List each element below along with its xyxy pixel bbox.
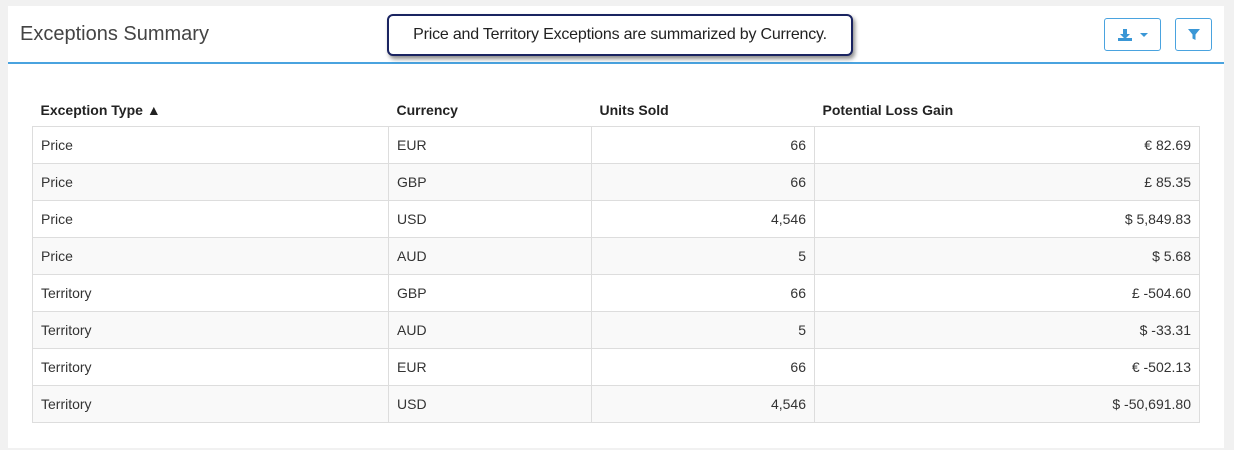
cell-units-sold: 5 bbox=[591, 237, 815, 275]
table-header-row: Exception Type ▲ Currency Units Sold Pot… bbox=[32, 93, 1200, 127]
cell-currency: USD bbox=[388, 385, 592, 423]
cell-potential-loss-gain: $ 5.68 bbox=[814, 237, 1200, 275]
table-row[interactable]: Price EUR 66 € 82.69 bbox=[32, 126, 1200, 164]
exceptions-table: Exception Type ▲ Currency Units Sold Pot… bbox=[32, 93, 1200, 423]
cell-units-sold: 4,546 bbox=[591, 385, 815, 423]
cell-potential-loss-gain: £ 85.35 bbox=[814, 163, 1200, 201]
column-header-units-sold[interactable]: Units Sold bbox=[591, 93, 815, 127]
cell-units-sold: 66 bbox=[591, 348, 815, 386]
table-row[interactable]: Territory USD 4,546 $ -50,691.80 bbox=[32, 385, 1200, 423]
callout-tooltip: Price and Territory Exceptions are summa… bbox=[387, 14, 853, 56]
cell-currency: GBP bbox=[388, 274, 592, 312]
table-row[interactable]: Territory GBP 66 £ -504.60 bbox=[32, 274, 1200, 312]
table-row[interactable]: Territory AUD 5 $ -33.31 bbox=[32, 311, 1200, 349]
panel-header: Exceptions Summary Price and Territory E… bbox=[8, 6, 1224, 64]
download-icon bbox=[1117, 28, 1132, 41]
column-header-currency[interactable]: Currency bbox=[388, 93, 592, 127]
cell-currency: EUR bbox=[388, 126, 592, 164]
cell-potential-loss-gain: $ 5,849.83 bbox=[814, 200, 1200, 238]
cell-units-sold: 66 bbox=[591, 126, 815, 164]
cell-currency: EUR bbox=[388, 348, 592, 386]
table-row[interactable]: Price AUD 5 $ 5.68 bbox=[32, 237, 1200, 275]
table-row[interactable]: Price GBP 66 £ 85.35 bbox=[32, 163, 1200, 201]
column-header-potential-loss-gain[interactable]: Potential Loss Gain bbox=[814, 93, 1200, 127]
cell-exception-type: Price bbox=[32, 237, 389, 275]
cell-units-sold: 5 bbox=[591, 311, 815, 349]
cell-exception-type: Price bbox=[32, 126, 389, 164]
cell-exception-type: Territory bbox=[32, 311, 389, 349]
cell-exception-type: Price bbox=[32, 200, 389, 238]
download-button[interactable] bbox=[1104, 18, 1161, 51]
column-header-exception-type[interactable]: Exception Type ▲ bbox=[32, 93, 389, 127]
cell-units-sold: 4,546 bbox=[591, 200, 815, 238]
cell-currency: AUD bbox=[388, 237, 592, 275]
chevron-down-icon bbox=[1139, 32, 1148, 37]
cell-potential-loss-gain: € -502.13 bbox=[814, 348, 1200, 386]
cell-units-sold: 66 bbox=[591, 274, 815, 312]
cell-exception-type: Territory bbox=[32, 385, 389, 423]
cell-potential-loss-gain: $ -33.31 bbox=[814, 311, 1200, 349]
cell-exception-type: Territory bbox=[32, 348, 389, 386]
cell-potential-loss-gain: $ -50,691.80 bbox=[814, 385, 1200, 423]
cell-potential-loss-gain: £ -504.60 bbox=[814, 274, 1200, 312]
table-row[interactable]: Territory EUR 66 € -502.13 bbox=[32, 348, 1200, 386]
page-title: Exceptions Summary bbox=[20, 23, 209, 45]
cell-units-sold: 66 bbox=[591, 163, 815, 201]
cell-currency: AUD bbox=[388, 311, 592, 349]
filter-button[interactable] bbox=[1175, 18, 1212, 51]
cell-currency: GBP bbox=[388, 163, 592, 201]
cell-potential-loss-gain: € 82.69 bbox=[814, 126, 1200, 164]
cell-exception-type: Price bbox=[32, 163, 389, 201]
cell-exception-type: Territory bbox=[32, 274, 389, 312]
cell-currency: USD bbox=[388, 200, 592, 238]
exceptions-summary-panel: Exceptions Summary Price and Territory E… bbox=[8, 6, 1224, 448]
table-row[interactable]: Price USD 4,546 $ 5,849.83 bbox=[32, 200, 1200, 238]
filter-icon bbox=[1187, 28, 1200, 40]
